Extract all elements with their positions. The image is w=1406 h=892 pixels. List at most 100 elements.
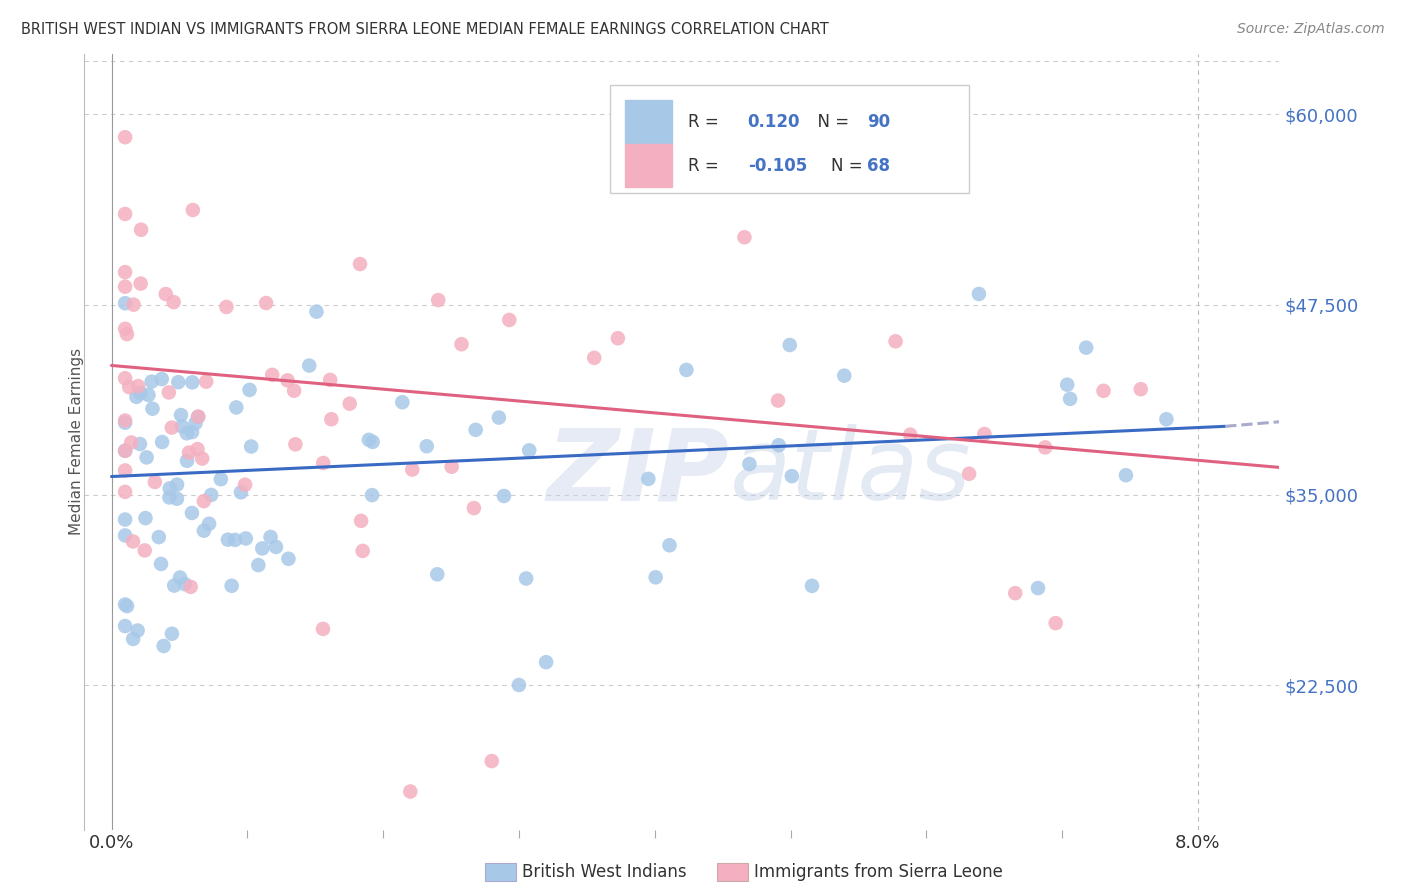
- Text: N =: N =: [807, 112, 855, 131]
- Point: [733, 230, 755, 244]
- Text: British West Indians: British West Indians: [522, 863, 686, 881]
- Point: [198, 516, 221, 531]
- Point: [134, 511, 156, 525]
- Point: [416, 439, 439, 453]
- Point: [464, 423, 486, 437]
- Point: [276, 373, 298, 387]
- Point: [122, 534, 145, 549]
- Point: [155, 287, 177, 301]
- Point: [115, 327, 138, 342]
- Point: [675, 363, 697, 377]
- Point: [738, 457, 761, 471]
- Point: [163, 295, 186, 310]
- Point: [138, 388, 160, 402]
- Point: [779, 338, 801, 352]
- Point: [967, 287, 990, 301]
- Point: [191, 451, 214, 466]
- Point: [114, 443, 136, 458]
- Point: [517, 443, 540, 458]
- Point: [515, 572, 537, 586]
- Point: [170, 419, 193, 434]
- Point: [284, 437, 307, 451]
- Point: [312, 622, 335, 636]
- Point: [160, 420, 183, 434]
- Point: [264, 540, 287, 554]
- Point: [193, 524, 215, 538]
- Point: [187, 409, 209, 424]
- Point: [150, 435, 173, 450]
- Point: [534, 655, 557, 669]
- Point: [247, 558, 270, 573]
- Point: [114, 416, 136, 430]
- Point: [427, 293, 450, 307]
- Point: [606, 331, 628, 345]
- Point: [1056, 377, 1078, 392]
- Point: [209, 472, 232, 486]
- Point: [143, 475, 166, 489]
- Point: [114, 528, 136, 542]
- Point: [114, 484, 136, 499]
- Point: [312, 456, 335, 470]
- Point: [134, 543, 156, 558]
- Point: [181, 506, 204, 520]
- Point: [114, 371, 136, 385]
- Point: [361, 434, 384, 449]
- Point: [450, 337, 472, 351]
- Text: atlas: atlas: [730, 424, 972, 521]
- FancyBboxPatch shape: [610, 85, 969, 194]
- Point: [254, 296, 277, 310]
- Point: [277, 551, 299, 566]
- Text: Immigrants from Sierra Leone: Immigrants from Sierra Leone: [754, 863, 1002, 881]
- Point: [173, 577, 195, 591]
- Point: [135, 450, 157, 465]
- Point: [440, 459, 463, 474]
- Point: [115, 599, 138, 613]
- Point: [221, 579, 243, 593]
- Point: [129, 277, 152, 291]
- Point: [801, 579, 824, 593]
- Point: [319, 373, 342, 387]
- Point: [114, 322, 136, 336]
- Point: [957, 467, 980, 481]
- Point: [224, 533, 246, 547]
- Point: [262, 368, 284, 382]
- Point: [114, 265, 136, 279]
- Point: [357, 433, 380, 447]
- Point: [114, 598, 136, 612]
- Point: [768, 438, 790, 452]
- Point: [766, 393, 789, 408]
- Point: [141, 401, 163, 416]
- Point: [125, 390, 148, 404]
- Point: [361, 488, 384, 502]
- Text: ZIP: ZIP: [547, 424, 730, 521]
- Point: [488, 410, 510, 425]
- Point: [122, 298, 145, 312]
- Point: [1045, 616, 1067, 631]
- Point: [129, 437, 152, 451]
- Point: [187, 409, 209, 424]
- Point: [167, 375, 190, 389]
- Point: [186, 442, 208, 457]
- Point: [391, 395, 413, 409]
- Point: [163, 578, 186, 592]
- Point: [157, 491, 180, 505]
- Point: [321, 412, 343, 426]
- Point: [481, 754, 503, 768]
- Point: [1092, 384, 1115, 398]
- Text: 90: 90: [868, 112, 890, 131]
- Point: [215, 300, 238, 314]
- Point: [159, 481, 181, 495]
- Text: R =: R =: [688, 157, 724, 175]
- Text: 0.120: 0.120: [748, 112, 800, 131]
- Point: [1129, 382, 1152, 396]
- Point: [298, 359, 321, 373]
- Text: BRITISH WEST INDIAN VS IMMIGRANTS FROM SIERRA LEONE MEDIAN FEMALE EARNINGS CORRE: BRITISH WEST INDIAN VS IMMIGRANTS FROM S…: [21, 22, 830, 37]
- Point: [583, 351, 606, 365]
- Point: [1115, 468, 1137, 483]
- Point: [658, 538, 681, 552]
- Point: [114, 413, 136, 427]
- Point: [401, 462, 423, 476]
- Point: [114, 463, 136, 477]
- Point: [350, 514, 373, 528]
- Point: [426, 567, 449, 582]
